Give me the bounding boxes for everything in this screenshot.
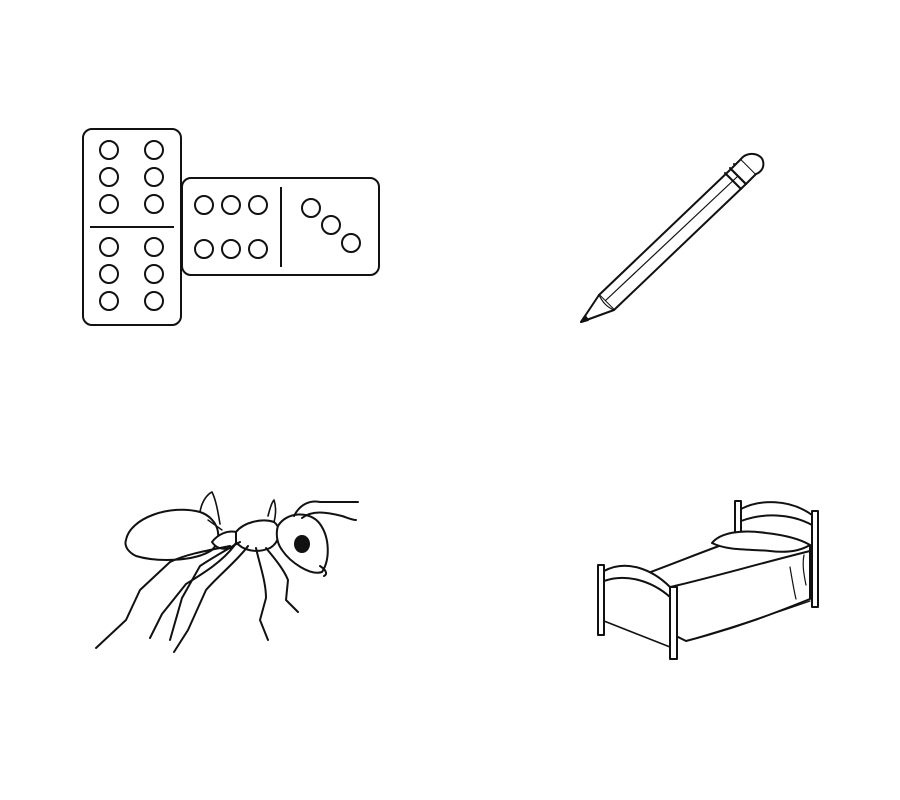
vertical-domino	[82, 128, 182, 326]
bed-picture	[590, 495, 820, 665]
ant-icon	[95, 491, 359, 653]
domino-top-pips	[99, 140, 164, 214]
domino-right-pips	[301, 198, 361, 253]
domino-bottom-pips	[99, 237, 164, 311]
bed-icon	[597, 500, 819, 660]
pencil-icon	[580, 153, 765, 323]
ant-picture	[90, 480, 375, 655]
dominoes-icon	[82, 128, 380, 326]
pencil-picture	[575, 145, 775, 330]
dominoes-picture	[80, 125, 385, 330]
horizontal-domino	[181, 177, 380, 276]
domino-left-pips	[194, 195, 268, 259]
